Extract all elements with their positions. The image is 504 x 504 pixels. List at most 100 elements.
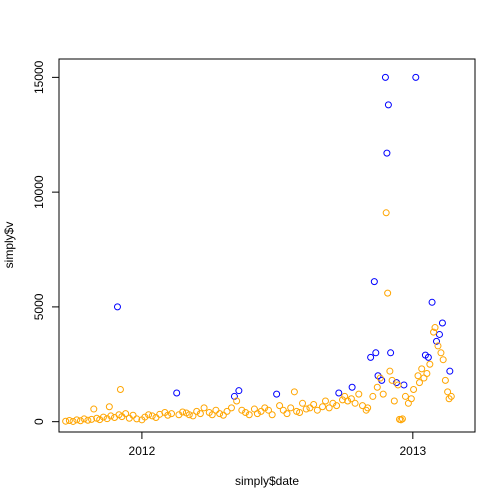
data-point-orange [129, 411, 137, 419]
data-point-blue [273, 390, 281, 398]
data-point-blue [374, 372, 382, 380]
data-point-orange [445, 395, 453, 403]
data-point-orange [339, 396, 347, 404]
data-point-orange [431, 324, 439, 332]
data-point-blue [383, 149, 391, 157]
data-point-orange [122, 410, 130, 418]
data-point-orange [76, 417, 84, 425]
data-point-orange [415, 379, 423, 387]
data-point-orange [185, 411, 193, 419]
data-point-orange [390, 397, 398, 405]
data-point-orange [268, 411, 276, 419]
data-point-blue [235, 387, 243, 395]
data-point-orange [333, 402, 341, 410]
data-point-orange [99, 413, 107, 421]
data-point-orange [329, 399, 337, 407]
data-point-orange [302, 405, 310, 413]
data-point-orange [447, 392, 455, 400]
data-point-orange [193, 407, 201, 415]
data-point-blue [335, 389, 343, 397]
data-point-orange [379, 390, 387, 398]
data-points [62, 73, 455, 425]
data-point-orange [310, 400, 318, 408]
data-point-orange [105, 403, 113, 411]
data-point-orange [441, 376, 449, 384]
x-tick-label: 2012 [129, 444, 156, 458]
data-point-blue [381, 73, 389, 81]
data-point-orange [168, 410, 176, 418]
data-point-orange [133, 415, 141, 423]
data-point-orange [276, 402, 284, 410]
data-point-orange [84, 416, 92, 424]
data-point-blue [412, 73, 420, 81]
data-point-orange [299, 399, 307, 407]
data-point-orange [423, 369, 431, 377]
data-point-orange [107, 412, 115, 420]
data-point-blue [367, 353, 375, 361]
data-point-orange [279, 406, 287, 414]
y-tick-label: 5000 [32, 293, 46, 320]
data-point-orange [65, 417, 73, 425]
data-point-orange [364, 404, 372, 412]
y-tick-label: 0 [32, 418, 46, 425]
data-point-orange [242, 408, 250, 416]
data-point-orange [397, 416, 405, 424]
data-point-orange [208, 411, 216, 419]
data-point-orange [116, 386, 124, 394]
data-point-blue [370, 278, 378, 286]
data-point-blue [435, 330, 443, 338]
data-point-orange [384, 289, 392, 297]
y-tick-label: 10000 [32, 175, 46, 209]
data-point-blue [387, 349, 395, 357]
y-axis: 0 5000 10000 15000 [32, 60, 60, 425]
data-point-orange [430, 328, 438, 336]
data-point-blue [446, 367, 454, 375]
data-point-orange [148, 412, 156, 420]
data-point-orange [426, 360, 434, 368]
data-point-orange [290, 388, 298, 396]
data-point-orange [73, 416, 81, 424]
data-point-orange [373, 383, 381, 391]
data-point-orange [414, 372, 422, 380]
data-point-orange [80, 415, 88, 423]
x-axis: 2012 2013 [129, 431, 427, 458]
data-point-orange [245, 411, 253, 419]
data-point-orange [382, 209, 390, 217]
data-point-orange [257, 407, 265, 415]
data-point-blue [438, 319, 446, 327]
data-point-orange [410, 386, 418, 394]
y-tick-label: 15000 [32, 60, 46, 94]
data-point-orange [223, 407, 231, 415]
data-point-orange [179, 408, 187, 416]
data-point-orange [437, 349, 445, 357]
data-point-orange [386, 367, 394, 375]
data-point-orange [388, 376, 396, 384]
data-point-blue [428, 298, 436, 306]
data-point-blue [424, 353, 432, 361]
data-point-orange [306, 404, 314, 412]
data-point-orange [145, 411, 153, 419]
data-point-orange [253, 410, 261, 418]
data-point-orange [369, 392, 377, 400]
data-point-orange [238, 406, 246, 414]
data-point-orange [444, 388, 452, 396]
data-point-orange [321, 397, 329, 405]
data-point-orange [376, 374, 384, 382]
data-point-orange [407, 395, 415, 403]
data-point-blue [173, 389, 181, 397]
data-point-orange [296, 408, 304, 416]
data-point-orange [398, 415, 406, 423]
data-point-orange [219, 411, 227, 419]
data-point-blue [400, 381, 408, 389]
data-point-orange [344, 397, 352, 405]
data-point-orange [283, 410, 291, 418]
data-point-blue [113, 303, 121, 311]
data-point-blue [372, 349, 380, 357]
data-point-orange [233, 397, 241, 405]
data-point-orange [90, 405, 98, 413]
data-point-orange [152, 414, 160, 422]
data-point-orange [216, 410, 224, 418]
data-point-orange [325, 404, 333, 412]
data-point-orange [434, 342, 442, 350]
